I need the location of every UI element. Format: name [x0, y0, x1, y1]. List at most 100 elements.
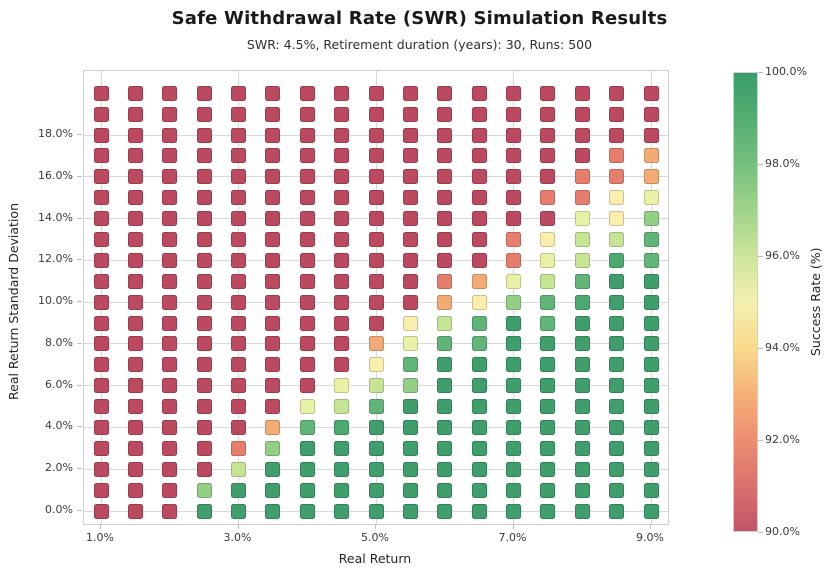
marker-r1.5-sd7	[127, 357, 143, 373]
marker-r9-sd8	[643, 336, 659, 352]
marker-r5-sd6	[368, 378, 384, 394]
marker-r1.5-sd15	[127, 190, 143, 206]
marker-r3.5-sd19	[265, 106, 281, 122]
marker-r7-sd3	[506, 440, 521, 456]
marker-r7.5-sd12	[540, 252, 556, 268]
marker-r7.5-sd7	[540, 357, 556, 373]
y-tick-mark	[77, 510, 82, 511]
marker-r8-sd12	[574, 252, 590, 268]
marker-r7.5-sd1	[540, 482, 556, 498]
marker-r5-sd18	[368, 127, 384, 143]
marker-r1-sd7	[93, 357, 109, 373]
marker-r5.5-sd10	[402, 294, 418, 310]
marker-r4-sd20	[299, 85, 315, 101]
marker-r2-sd20	[162, 85, 178, 101]
y-tick-mark	[77, 259, 82, 261]
marker-r8-sd6	[574, 378, 590, 394]
marker-r8.5-sd13	[609, 231, 625, 247]
marker-r5-sd8	[368, 336, 384, 352]
marker-r5-sd0	[368, 503, 384, 519]
marker-r4.5-sd6	[334, 378, 350, 394]
marker-r6.5-sd14	[471, 211, 487, 227]
x-tick-mark	[650, 524, 651, 529]
y-tick-label: 0.0%	[45, 503, 73, 516]
marker-r6.5-sd20	[471, 85, 487, 101]
y-tick-label: 6.0%	[45, 377, 73, 391]
marker-r8.5-sd16	[609, 169, 625, 185]
marker-r4-sd17	[299, 148, 315, 164]
y-tick-mark	[77, 342, 82, 344]
marker-r5.5-sd0	[402, 503, 418, 519]
marker-r5.5-sd7	[402, 357, 418, 373]
marker-r3.5-sd2	[265, 461, 281, 477]
colorbar-tick-mark	[758, 348, 763, 349]
marker-r6.5-sd12	[471, 252, 487, 268]
marker-r1-sd20	[93, 85, 109, 101]
marker-r6.5-sd17	[471, 148, 487, 164]
marker-r2.5-sd18	[196, 127, 212, 143]
marker-r7-sd14	[506, 211, 521, 227]
marker-r1-sd2	[93, 461, 109, 477]
marker-r2.5-sd0	[196, 503, 212, 519]
marker-r3.5-sd15	[265, 190, 281, 206]
marker-r2-sd12	[162, 252, 178, 268]
colorbar-tick-mark	[758, 72, 763, 73]
marker-r3.5-sd3	[265, 440, 281, 456]
marker-r3-sd6	[231, 378, 246, 394]
marker-r1.5-sd2	[127, 461, 143, 477]
marker-r3-sd14	[231, 211, 246, 227]
marker-r7.5-sd3	[540, 440, 556, 456]
marker-r7-sd1	[506, 482, 521, 498]
marker-r7-sd11	[506, 273, 521, 289]
marker-r5.5-sd17	[402, 148, 418, 164]
marker-r9-sd12	[643, 252, 659, 268]
x-tick-mark	[100, 524, 101, 529]
colorbar-tick-label: 94.0%	[765, 341, 800, 354]
marker-r4.5-sd17	[334, 148, 350, 164]
marker-r4.5-sd15	[334, 190, 350, 206]
marker-r3-sd17	[231, 148, 246, 164]
marker-r3-sd4	[231, 419, 246, 435]
marker-r2-sd5	[162, 399, 178, 415]
marker-r4.5-sd16	[334, 169, 350, 185]
marker-r6.5-sd1	[471, 482, 487, 498]
marker-r1-sd3	[93, 440, 109, 456]
marker-r6-sd2	[437, 461, 453, 477]
marker-r7-sd5	[506, 399, 521, 415]
marker-r3-sd20	[231, 85, 246, 101]
marker-r4-sd0	[299, 503, 315, 519]
y-tick-label: 10.0%	[38, 294, 73, 308]
marker-r2-sd9	[162, 315, 178, 331]
marker-r7.5-sd16	[540, 169, 556, 185]
marker-r4.5-sd5	[334, 399, 350, 415]
marker-r8-sd0	[574, 503, 590, 519]
marker-r3.5-sd12	[265, 252, 281, 268]
marker-r5-sd20	[368, 85, 384, 101]
marker-r7-sd20	[506, 85, 521, 101]
y-tick-label: 12.0%	[38, 252, 73, 266]
marker-r3-sd15	[231, 190, 246, 206]
marker-r7-sd8	[506, 336, 521, 352]
chart-subtitle: SWR: 4.5%, Retirement duration (years): …	[246, 37, 593, 52]
marker-r3-sd7	[231, 357, 246, 373]
marker-r9-sd0	[643, 503, 659, 519]
marker-r4.5-sd20	[334, 85, 350, 101]
marker-r9-sd5	[643, 399, 659, 415]
colorbar-tick-label: 100.0%	[765, 65, 807, 78]
marker-r3-sd1	[231, 482, 246, 498]
marker-r3-sd16	[231, 169, 246, 185]
y-tick-mark	[77, 301, 82, 303]
marker-r5.5-sd6	[402, 378, 418, 394]
marker-r7-sd0	[506, 503, 521, 519]
marker-r6.5-sd11	[471, 273, 487, 289]
marker-r7.5-sd0	[540, 503, 556, 519]
y-tick-mark	[77, 175, 82, 177]
marker-r2.5-sd14	[196, 211, 212, 227]
marker-r3-sd8	[231, 336, 246, 352]
marker-r8.5-sd7	[609, 357, 625, 373]
marker-r2.5-sd8	[196, 336, 212, 352]
marker-r5-sd3	[368, 440, 384, 456]
marker-r8-sd1	[574, 482, 590, 498]
marker-r1.5-sd16	[127, 169, 143, 185]
marker-r6.5-sd9	[471, 315, 487, 331]
